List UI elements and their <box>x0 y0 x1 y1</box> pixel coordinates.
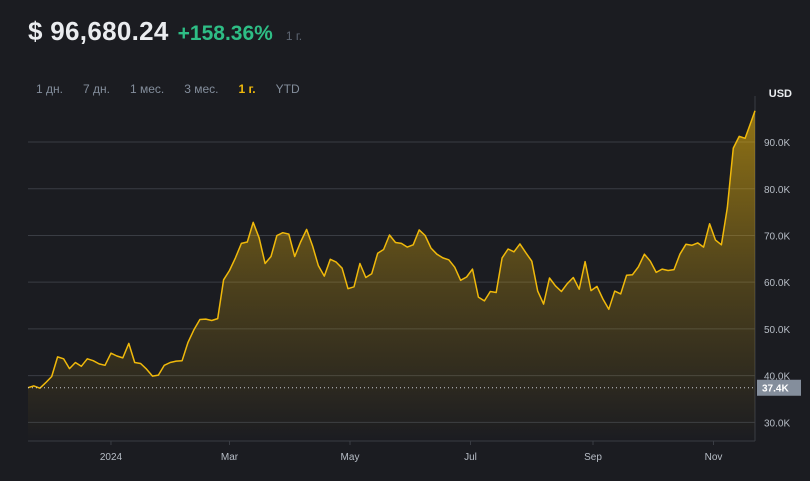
timeframe-tabs: 1 дн. 7 дн. 1 мес. 3 мес. 1 г. YTD <box>36 82 320 96</box>
tab-1-month[interactable]: 1 мес. <box>129 82 165 96</box>
tab-ytd[interactable]: YTD <box>275 82 300 96</box>
price-change-percent: +158.36% <box>177 22 273 45</box>
price-line <box>27 110 756 389</box>
x-tick-label: Mar <box>221 452 239 463</box>
y-tick-label: 90.0K <box>764 138 790 149</box>
currency-unit-label: USD <box>768 88 792 100</box>
tab-3-months[interactable]: 3 мес. <box>184 82 219 96</box>
baseline-label: 37.4K <box>762 384 789 395</box>
x-tick-label: Jul <box>464 452 477 463</box>
tab-7-days[interactable]: 7 дн. <box>82 82 110 96</box>
change-period-label: 1 г. <box>285 29 303 43</box>
y-tick-label: 60.0K <box>764 278 790 289</box>
x-tick-label: Nov <box>705 452 723 463</box>
tab-1-year[interactable]: 1 г. <box>238 82 256 96</box>
price-area-fill <box>28 110 755 442</box>
baseline-tag <box>757 379 801 396</box>
y-tick-label: 80.0K <box>764 185 790 196</box>
y-tick-label: 30.0K <box>764 418 790 429</box>
y-tick-label: 70.0K <box>764 231 790 242</box>
tab-1-day[interactable]: 1 дн. <box>36 82 63 96</box>
x-tick-label: May <box>341 452 360 463</box>
y-tick-label: 50.0K <box>764 325 790 336</box>
x-tick-label: Sep <box>584 452 602 463</box>
y-tick-label: 40.0K <box>764 372 790 383</box>
x-tick-label: 2024 <box>100 452 123 463</box>
current-price: $ 96,680.24 <box>28 16 169 46</box>
price-header: $ 96,680.24 +158.36% 1 г. <box>28 16 302 47</box>
